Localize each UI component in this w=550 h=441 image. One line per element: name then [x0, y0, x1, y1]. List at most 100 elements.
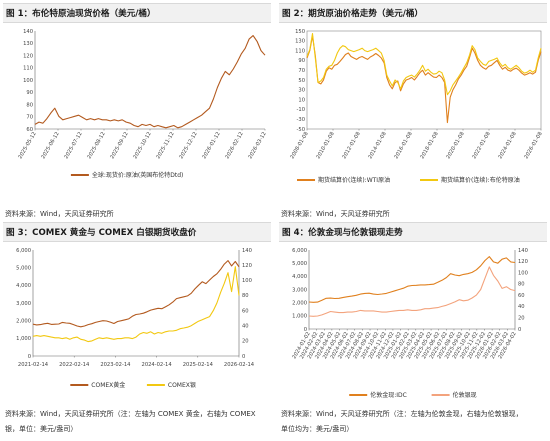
y2-tick-label: 80 [242, 293, 249, 299]
y-tick-label: 110 [23, 66, 33, 72]
y2-tick-label: 120 [242, 263, 252, 269]
x-tick-label: 2018-01-08 [419, 131, 439, 160]
chart-area-4: 6,000 5,000 4,000 3,000 2,000 1,000 0 140 120 100… [279, 244, 547, 406]
chart-source-3a: 资料来源：Wind，天风证券研究所（注：左轴为 COMEX 黄金，右轴为 COM… [5, 410, 256, 418]
y-tick-label: 90 [298, 58, 305, 64]
chart-area-3: 6,000 5,000 4,000 3,000 2,000 1,000 0 140 120 100… [3, 244, 271, 406]
y-tick-label: 0 [28, 354, 31, 360]
x-tick-label: 2012-01-08 [341, 131, 361, 160]
legend-label: 伦敦金现:IDC [370, 391, 407, 399]
y-tick-label: 5,000 [292, 261, 307, 267]
y-tick-label: 150 [295, 29, 305, 35]
x-tick-label: 2014-01-08 [367, 131, 387, 160]
x-tick-label: 2022-02-14 [59, 362, 90, 368]
y2-tick-label: 80 [518, 282, 525, 288]
y-tick-label: 140 [23, 29, 33, 35]
y-tick-label: 3,000 [292, 287, 307, 293]
x-tick-label: 2023-02-14 [100, 362, 131, 368]
y2-tick-label: 60 [242, 308, 249, 314]
chart-source-2: 资料来源：Wind，天风证券研究所 [281, 210, 390, 218]
y-tick-label: 100 [23, 78, 33, 84]
y2-tick-label: 0 [518, 327, 521, 333]
y2-tick-label: 0 [242, 354, 245, 360]
y-tick-label: 50 [298, 78, 305, 84]
x-tick-label: 2025-02-14 [183, 362, 214, 368]
x-tick-label: 2024-01-08 [497, 131, 517, 160]
chart-title-4: 图 4：伦敦金现与伦敦银现走势 [279, 222, 547, 242]
y-tick-label: 130 [23, 41, 33, 47]
y-tick-label: 5,000 [16, 265, 31, 271]
x-tick-label: 2010-01-08 [315, 131, 335, 160]
y-tick-label: 60 [26, 127, 33, 133]
x-tick-label: 2026-02-12 [224, 131, 244, 160]
series-line-2 [306, 32, 542, 96]
y2-tick-label: 120 [518, 259, 528, 265]
x-tick-label: 2025-05-12 [17, 131, 37, 160]
series-line-1 [34, 35, 266, 129]
y-tick-label: 6,000 [16, 248, 31, 254]
y-tick-label: 10 [298, 97, 305, 103]
y2-tick-label: 100 [242, 278, 252, 284]
y-tick-label: 4,000 [16, 283, 31, 289]
series-line-2 [32, 266, 240, 343]
y-tick-label: 70 [26, 115, 33, 121]
x-tick-label: 2026-03-12 [247, 131, 267, 160]
legend-label: COMEX黄金 [91, 381, 125, 389]
x-tick-label: 2025-06-12 [40, 131, 60, 160]
y-tick-label: 30 [298, 88, 305, 94]
x-tick-label: 2026-02-14 [224, 362, 255, 368]
legend-label: 伦敦银现 [453, 391, 477, 399]
chart-panel-3: 图 3：COMEX 黄金与 COMEX 白银期货收盘价 6,000 5,000 4,… [3, 222, 271, 441]
y-tick-label: -10 [297, 107, 305, 113]
chart-source-1: 资料来源：Wind，天风证券研究所 [5, 210, 114, 218]
y2-tick-label: 140 [242, 248, 252, 254]
y-tick-label: 1,000 [292, 314, 307, 320]
comex-gold-silver-chart: 6,000 5,000 4,000 3,000 2,000 1,000 0 140 120 100… [16, 248, 255, 389]
chart-panel-1: 图 1：布伦特原油现货价格（美元/桶） 140 130 120 110 100 90 80 7… [3, 3, 271, 220]
x-tick-label: 2025-11-12 [155, 131, 175, 160]
x-tick-label: 2026-01-08 [523, 131, 543, 160]
x-tick-label: 2025-10-12 [132, 131, 152, 160]
chart-panel-4: 图 4：伦敦金现与伦敦银现走势 6,000 5,000 4,000 3,000 2,00… [279, 222, 547, 441]
series-line-1 [308, 256, 516, 303]
plot-frame [306, 30, 542, 130]
y-tick-label: 80 [26, 102, 33, 108]
x-tick-label: 2025-08-12 [86, 131, 106, 160]
chart-source-4a: 资料来源：Wind，天风证券研究所（注：左轴为伦敦金现，右轴为伦敦银现， [281, 410, 523, 418]
y-tick-label: 70 [298, 68, 305, 74]
x-tick-label: 2022-01-08 [471, 131, 491, 160]
chart-title-1: 图 1：布伦特原油现货价格（美元/桶） [3, 3, 271, 23]
y-tick-label: 0 [304, 327, 307, 333]
y-tick-label: 2,000 [292, 300, 307, 306]
y2-tick-label: 20 [242, 339, 249, 345]
y2-tick-label: 20 [518, 316, 525, 322]
y-tick-label: 110 [295, 48, 305, 54]
y-tick-label: 6,000 [292, 248, 307, 254]
y-tick-label: -50 [297, 127, 305, 133]
x-tick-label: 2008-01-08 [289, 131, 309, 160]
x-tick-label: 2024-02-14 [142, 362, 173, 368]
legend-label: 期货结算价(连续):布伦特原油 [441, 176, 520, 184]
x-tick-label: 2025-12-12 [178, 131, 198, 160]
y2-tick-label: 140 [518, 248, 528, 254]
x-tick-label: 2020-01-08 [445, 131, 465, 160]
x-tick-label: 2026-01-12 [201, 131, 221, 160]
chart-area-2: 150 130 110 90 70 50 30 10 -10 -30 -50 2008-01-08 20… [279, 25, 547, 205]
x-tick-label: 2021-02-14 [18, 362, 49, 368]
x-tick-label: 2025-09-12 [109, 131, 129, 160]
chart-area-1: 140 130 120 110 100 90 80 70 60 2025-05-12 2025-06… [3, 25, 271, 205]
y-tick-label: 90 [26, 90, 33, 96]
legend-label: 全球:现货价:原油(英国布伦特Dtd) [92, 171, 184, 179]
legend-label: 期货结算价(连续):WTI原油 [318, 176, 390, 184]
y-tick-label: 120 [23, 53, 33, 59]
x-tick-label: 2016-01-08 [393, 131, 413, 160]
series-line-1 [306, 35, 542, 124]
london-gold-silver-chart: 6,000 5,000 4,000 3,000 2,000 1,000 0 140 120 100… [291, 248, 528, 399]
y2-tick-label: 100 [518, 270, 528, 276]
series-line-2 [308, 266, 516, 317]
y-tick-label: 1,000 [16, 336, 31, 342]
y-tick-label: 3,000 [16, 301, 31, 307]
y2-tick-label: 60 [518, 293, 525, 299]
y2-tick-label: 40 [242, 324, 249, 330]
